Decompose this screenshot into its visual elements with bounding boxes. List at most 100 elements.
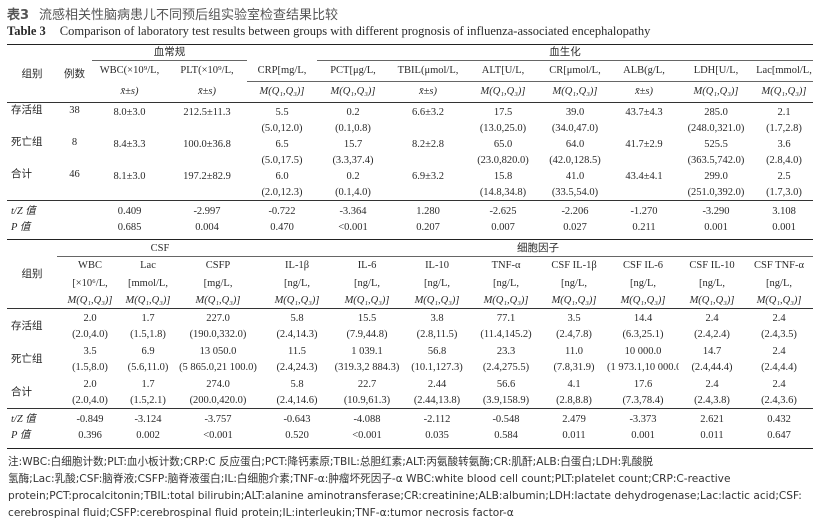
table-row: 死亡组 8 8.4±3.3 100.0±36.8 6.5 15.7 8.2±2.8 65.0 6… [7,136,813,152]
stat-row: t/Z 值 -0.849 -3.124 -3.757 -0.643 -4.088 -2.11… [7,411,813,427]
table-cell: (11.4,145.2) [480,329,532,340]
col-header: PLT(×10⁹/L, [180,65,234,77]
table-row-iqr: (2.0,4.0) (1.5,2.1) (200.0,420.0) (2.4,14.6… [7,392,813,409]
table-cell [389,184,467,200]
row-group-label: 存活组 [11,105,43,116]
stat-value: -2.206 [561,205,589,217]
table-cell: (6.3,25.1) [622,329,664,340]
table-label-zh: 表3 [7,8,30,23]
table-cell: (1 973.1,10 000.0) [607,362,679,373]
col-subheader: M(Q₁,Q₃)] [693,86,739,98]
col-header: LDH[U/L, [677,60,755,82]
col-subheader: [ng/L, [284,277,310,289]
table-cell: 14.4 [633,312,653,324]
stat-label: t/Z 值 [11,205,36,217]
table-cell: (2.4,7.8) [556,329,592,340]
col-header: IL-6 [357,259,377,271]
stat-value: -4.088 [353,413,381,425]
col-header: CSF IL-6 [623,259,664,271]
table-cell: 2.4 [705,378,719,390]
col-header: CSF IL-10 [689,259,735,271]
stat-value: -0.643 [283,413,311,425]
table-cell [389,152,467,168]
header-rule-2 [7,308,813,309]
table-cell: 3.8 [430,312,444,324]
table-cell: 8.2±2.8 [411,138,444,150]
biochem-header: 血生化 [317,46,813,61]
table-cell: (2.4,4.4) [761,362,797,373]
row-group-label: 存活组 [11,321,43,332]
stat-value: <0.001 [203,429,233,441]
table-cell: (1.7,2.8) [766,122,802,134]
stat-value: 2.479 [562,413,586,425]
stat-value: 3.108 [772,205,796,217]
table-cell: 65.0 [493,138,513,150]
table-cell: 43.4±4.1 [625,170,663,182]
table-cell [611,120,677,136]
table-cell: (14.8,34.8) [479,186,527,198]
stat-row: t/Z 值 0.409 -2.997 -0.722 -3.364 1.280 -2.625 -… [7,203,813,219]
table-cell: (2.4,275.5) [482,362,530,373]
table-cell [611,184,677,200]
stat-row: P 值 0.396 0.002 <0.001 0.520 <0.001 0.035 0.584… [7,427,813,443]
header-rule-1 [7,102,813,103]
col-header: Lac [140,259,156,271]
table-cell: (2.4,14.3) [276,329,318,340]
table-cell: (248.0,321.0) [687,122,745,134]
footnote: 注:WBC:白细胞计数;PLT:血小板计数;CRP:C 反应蛋白;PCT:降钙素… [8,454,813,522]
table-cell: (7.9,44.8) [346,329,388,340]
table-cell: (190.0,332.0) [189,329,247,340]
row-group-label: 合计 [11,169,32,180]
table-cell: 41.0 [565,170,585,182]
table-cell: 6.0 [275,170,289,182]
stat-value: -3.124 [134,413,162,425]
table-cell: 11.0 [565,345,583,357]
table-cell: 15.8 [493,170,513,182]
stat-value: 0.004 [195,221,219,233]
table-cell: (200.0,420.0) [189,395,247,406]
table-cell: 2.4 [772,378,786,390]
table2-stats: t/Z 值 -0.849 -3.124 -3.757 -0.643 -4.088 -2.11… [7,411,813,443]
col-header: CSF IL-1β [551,259,597,271]
table-cell [92,152,167,168]
table-cell: (2.8,11.5) [416,329,458,340]
table-cell: 8.4±3.3 [113,138,146,150]
row-count: 38 [69,105,80,116]
table-cell: (1.5,2.1) [130,395,166,406]
table-cell: 14.7 [702,345,722,357]
col-header: IL-10 [425,259,449,271]
footnote-line: cerebrospinal fluid;CSFP:cerebrospinal f… [8,507,514,519]
col-subheader: [ng/L, [354,277,380,289]
table-cell: 41.7±2.9 [625,138,663,150]
col-subheader: x̄±s) [120,86,139,97]
table-cell: 8.1±3.0 [113,170,146,182]
stat-value: -0.722 [268,205,296,217]
table-cell: (2.4,44.4) [691,362,733,373]
table-cell: 2.0 [83,378,97,390]
table-cell: 56.8 [427,345,447,357]
stat-value: <0.001 [352,429,382,441]
stat-value: 0.011 [562,429,586,441]
table-cell: 0.2 [346,170,360,182]
col-subheader: M(Q₁,Q₃)] [552,86,598,98]
table-label-en: Table 3 [7,24,46,38]
table-cell: (5.6,11.0) [127,362,169,373]
table-cell: 15.7 [343,138,363,150]
col-subheader: M(Q₁,Q₃)] [274,294,320,306]
col-header: CSF TNF-α [754,259,804,271]
table-cell: (2.4,3.5) [761,329,797,340]
table-cell: 2.5 [777,170,791,182]
table-cell: 1.7 [141,312,155,324]
table-cell: (2.8,8.8) [556,395,592,406]
table-cell: (23.0,820.0) [477,154,529,166]
table-cell: 2.44 [427,378,447,390]
col-header: ALB(g/L, [611,60,677,82]
table-cell: (0.1,0.8) [335,122,371,134]
col-subheader: [ng/L, [630,277,656,289]
table-title-en: Comparison of laboratory test results be… [59,24,651,38]
table-cell: 285.0 [704,106,728,118]
table-cell: 11.5 [288,345,306,357]
table-cell: (42.0,128.5) [549,154,601,166]
table1-count-header: 例数 [64,68,85,80]
table-title-zh: 流感相关性脑病患儿不同预后组实验室检查结果比较 [39,8,339,23]
